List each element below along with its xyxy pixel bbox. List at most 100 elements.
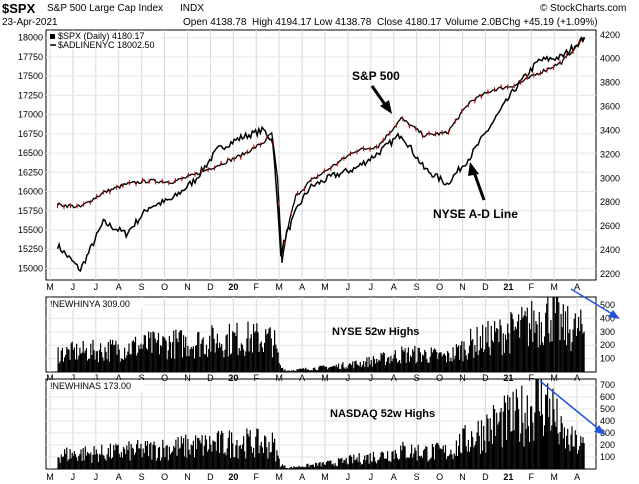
nyse-bar bbox=[100, 343, 102, 372]
nyse-bar bbox=[485, 327, 487, 372]
nasdaq-bar bbox=[343, 459, 345, 469]
nasdaq-bar bbox=[165, 446, 167, 469]
nyse-bar bbox=[309, 370, 311, 372]
nyse-bar bbox=[208, 348, 210, 372]
nasdaq-bar bbox=[346, 463, 348, 469]
x-tick-label: M bbox=[46, 282, 54, 292]
nyse-bar bbox=[207, 356, 209, 372]
nyse-bar bbox=[477, 355, 479, 372]
nyse-y-tick: 500 bbox=[600, 300, 615, 310]
nasdaq-bar bbox=[567, 428, 569, 469]
nyse-bar bbox=[408, 361, 410, 372]
nyse-bar bbox=[355, 360, 357, 372]
nyse-bar bbox=[190, 347, 192, 372]
nyse-bar bbox=[153, 332, 155, 372]
nyse-bar bbox=[335, 364, 337, 372]
nyse-bar bbox=[501, 355, 503, 372]
nasdaq-bar bbox=[272, 442, 275, 469]
nasdaq-bar bbox=[192, 440, 194, 469]
nasdaq-bar bbox=[351, 456, 353, 469]
x-tick-label: M bbox=[275, 373, 283, 383]
nasdaq-bar bbox=[139, 448, 141, 469]
nasdaq-bar bbox=[384, 458, 386, 469]
nyse-bar bbox=[249, 338, 251, 372]
nyse-bar bbox=[545, 312, 547, 372]
nyse-legend: !NEWHINYA 309.00 bbox=[50, 299, 130, 309]
x-tick-label: A bbox=[299, 282, 305, 292]
nyse-bar bbox=[117, 344, 119, 372]
nasdaq-bar bbox=[508, 409, 510, 469]
nasdaq-bar bbox=[473, 447, 475, 469]
nasdaq-bar bbox=[83, 460, 85, 469]
nasdaq-bar bbox=[439, 448, 441, 469]
nasdaq-bar bbox=[226, 448, 228, 469]
nasdaq-bar bbox=[57, 457, 59, 469]
x-tick-label: D bbox=[207, 472, 214, 482]
nasdaq-bar bbox=[275, 461, 277, 469]
nyse-bar bbox=[189, 349, 191, 372]
nasdaq-bar bbox=[306, 463, 308, 469]
nasdaq-bar bbox=[470, 447, 472, 469]
nyse-bar bbox=[455, 344, 457, 372]
nyse-y-tick: 200 bbox=[600, 340, 615, 350]
nasdaq-bar bbox=[200, 443, 202, 469]
nasdaq-bar bbox=[202, 455, 204, 469]
nasdaq-bar bbox=[308, 467, 310, 469]
nyse-bar bbox=[247, 321, 249, 372]
nyse-bar bbox=[346, 368, 348, 372]
nasdaq-bar bbox=[94, 454, 96, 469]
nasdaq-bar bbox=[355, 459, 357, 469]
nasdaq-bar bbox=[483, 425, 485, 469]
nasdaq-bar bbox=[451, 454, 453, 469]
nasdaq-bar bbox=[253, 447, 255, 469]
nyse-bar bbox=[121, 359, 123, 372]
nasdaq-bar bbox=[223, 453, 225, 469]
nasdaq-bar bbox=[59, 462, 61, 469]
nyse-bar bbox=[527, 346, 529, 372]
nasdaq-bar bbox=[262, 453, 265, 469]
nyse-bar bbox=[460, 345, 462, 372]
nasdaq-bar bbox=[222, 433, 224, 469]
nyse-bar bbox=[435, 349, 437, 372]
nasdaq-y-tick: 500 bbox=[600, 404, 615, 414]
nyse-bar bbox=[255, 331, 257, 372]
nasdaq-bar bbox=[425, 446, 427, 469]
nasdaq-bar bbox=[120, 452, 122, 469]
nasdaq-bar bbox=[450, 449, 452, 469]
nyse-bar bbox=[177, 342, 179, 372]
nasdaq-bar bbox=[156, 458, 158, 469]
nyse-bar bbox=[478, 350, 480, 372]
nasdaq-bar bbox=[169, 454, 172, 469]
nasdaq-bar bbox=[408, 457, 410, 469]
nyse-bar bbox=[201, 339, 203, 372]
nyse-bar bbox=[479, 336, 481, 372]
nyse-bar bbox=[280, 368, 283, 372]
nyse-bar bbox=[294, 370, 296, 372]
nyse-bar bbox=[430, 347, 432, 372]
x-tick-label: J bbox=[346, 472, 351, 482]
nasdaq-bar bbox=[153, 441, 155, 469]
nyse-bar bbox=[124, 347, 126, 372]
nasdaq-bar bbox=[525, 428, 527, 469]
nasdaq-bar bbox=[437, 442, 439, 469]
nasdaq-bar bbox=[280, 465, 283, 469]
nyse-bar bbox=[83, 352, 85, 372]
nyse-bar bbox=[269, 327, 271, 372]
nyse-bar bbox=[145, 348, 148, 372]
nasdaq-bar bbox=[311, 464, 313, 469]
nyse-bar bbox=[303, 368, 305, 372]
nyse-bar bbox=[315, 369, 317, 372]
nasdaq-bar bbox=[96, 453, 98, 469]
nasdaq-bar bbox=[84, 446, 86, 469]
x-tick-label: D bbox=[207, 373, 214, 383]
nasdaq-bar bbox=[375, 461, 377, 469]
nasdaq-bar bbox=[95, 449, 97, 469]
nyse-bar bbox=[141, 348, 143, 372]
nyse-bar bbox=[167, 350, 169, 372]
nasdaq-bar bbox=[373, 457, 376, 469]
nyse-bar bbox=[143, 335, 145, 372]
nasdaq-bar bbox=[158, 446, 161, 469]
nasdaq-bar bbox=[239, 445, 241, 469]
nyse-bars bbox=[57, 297, 585, 372]
nyse-bar bbox=[484, 349, 486, 372]
